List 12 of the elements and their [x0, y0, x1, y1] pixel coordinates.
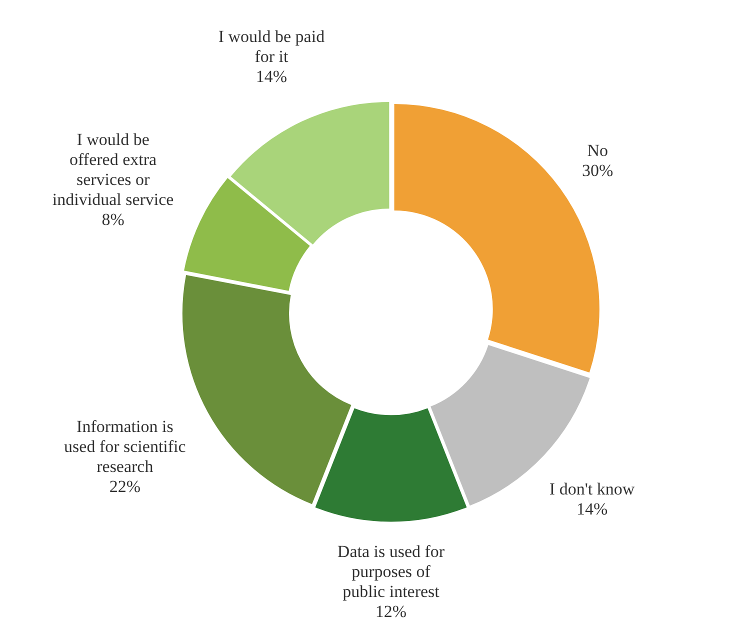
slice-label: Data is used for purposes of public interest	[337, 542, 445, 601]
data-label: 14%	[576, 500, 608, 519]
slice-label: I would be paid for it	[218, 26, 326, 66]
data-label: 12%	[375, 602, 407, 621]
data-label: 30%	[582, 160, 614, 180]
slice-label: I would be offered extra services or individual service	[52, 130, 174, 210]
slice-label: Information is used for scientific research	[64, 417, 186, 476]
data-label: 22%	[109, 477, 141, 496]
data-label: 8%	[102, 210, 124, 230]
slice-label: No	[587, 140, 608, 160]
data-label: 14%	[256, 66, 288, 86]
slice-label: I don't know	[549, 480, 636, 499]
